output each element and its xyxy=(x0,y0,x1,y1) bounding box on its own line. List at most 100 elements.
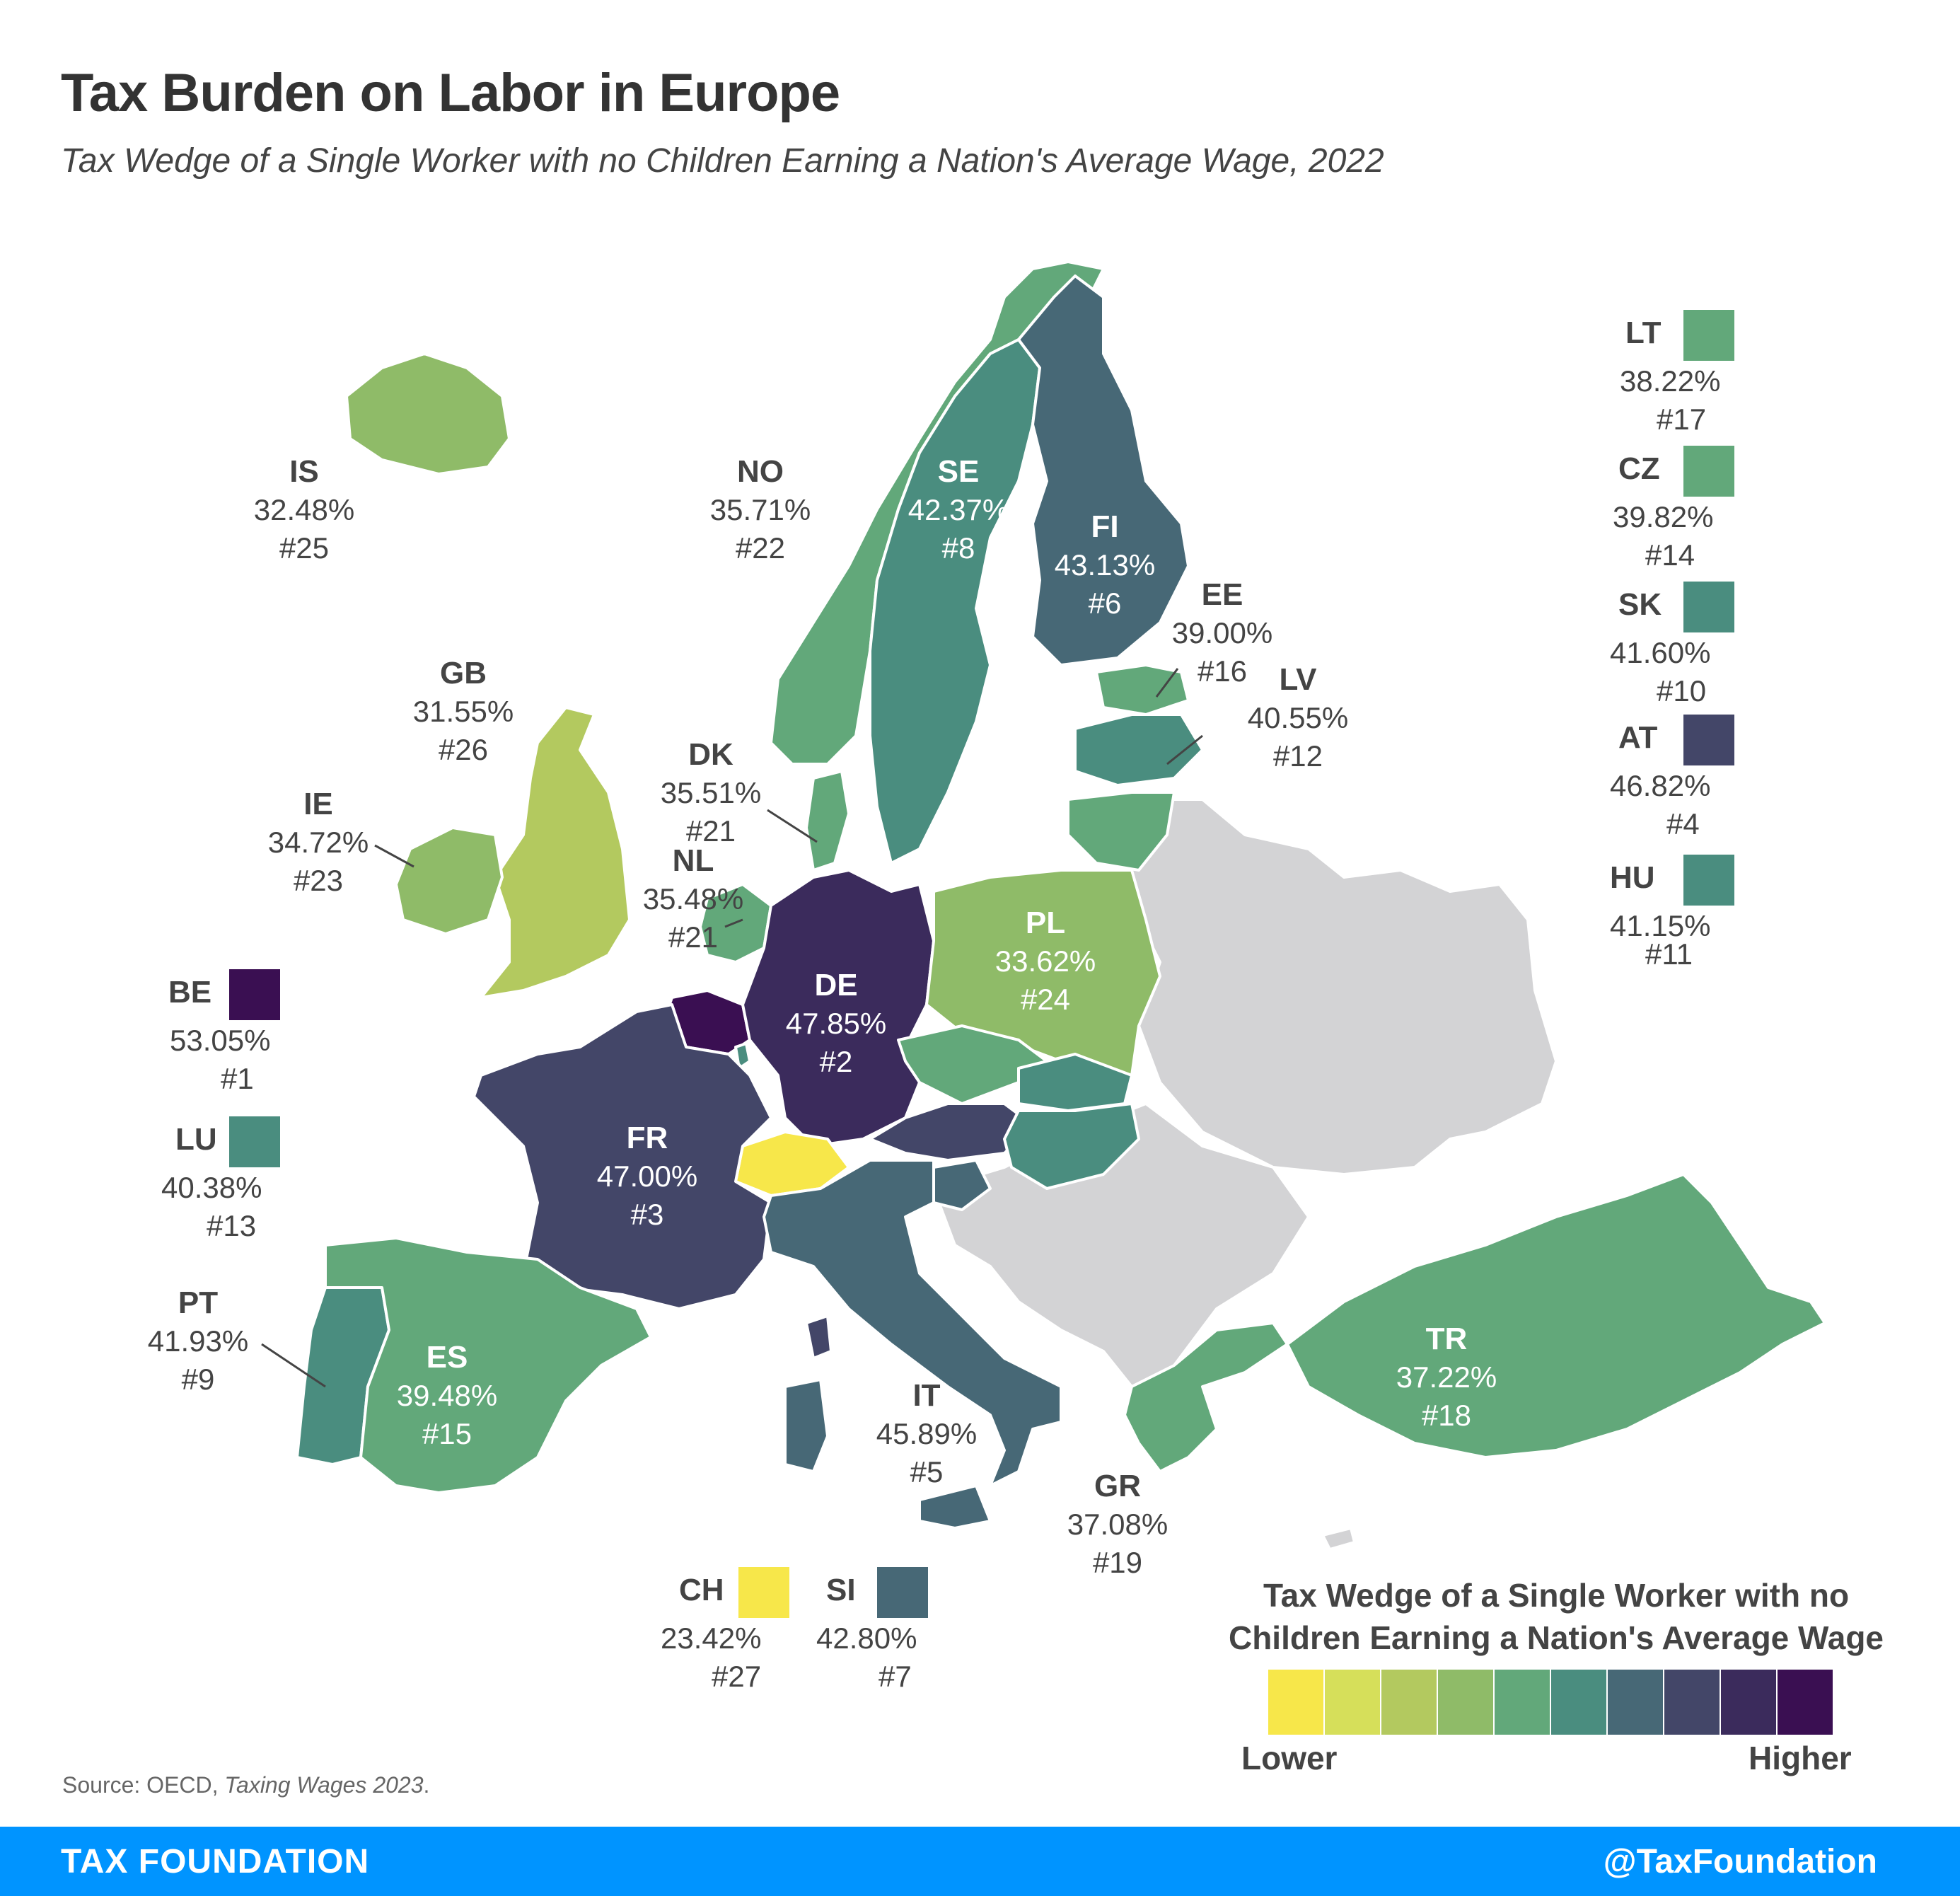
swatch-label-be: BE 53.05% #1 xyxy=(141,969,297,1098)
swatch-label-hu: HU 41.15% #11 xyxy=(1606,855,1747,973)
country-shape-es xyxy=(324,1237,652,1494)
country-rank: #21 xyxy=(685,814,736,848)
country-shape-at xyxy=(869,1102,1034,1162)
country-rank: #11 xyxy=(1645,937,1693,971)
country-code: EE xyxy=(1201,577,1243,612)
country-code: IT xyxy=(912,1378,941,1413)
country-code: ES xyxy=(426,1340,468,1375)
country-rank: #9 xyxy=(181,1363,215,1396)
leader-line-ie xyxy=(374,844,414,868)
swatch-label-at: AT 46.82% #4 xyxy=(1606,715,1747,843)
country-value: 35.51% xyxy=(660,776,762,809)
country-code: SK xyxy=(1618,587,1662,622)
country-code: PL xyxy=(1025,906,1066,940)
country-shape-lv xyxy=(1074,713,1204,787)
swatch-label-cz: CZ 39.82% #14 xyxy=(1606,446,1747,574)
country-code: AT xyxy=(1618,720,1658,755)
swatch-row: SI xyxy=(813,1567,969,1619)
country-label-ee: EE 39.00% #16 xyxy=(1152,576,1293,690)
country-shape-fi xyxy=(1017,274,1190,666)
footer-bar: TAX FOUNDATION @TaxFoundation xyxy=(0,1827,1960,1896)
country-value: 42.80% xyxy=(816,1622,917,1655)
country-shape-fr-corsica xyxy=(805,1314,833,1360)
country-rank: #8 xyxy=(941,531,975,565)
scale-swatch-7 xyxy=(1608,1670,1663,1735)
country-shape-lt xyxy=(1067,791,1176,872)
color-swatch xyxy=(738,1567,789,1618)
country-code: PT xyxy=(178,1285,219,1320)
country-code: SI xyxy=(826,1573,856,1607)
country-shape-it xyxy=(762,1159,1062,1487)
country-label-de: DE 47.85% #2 xyxy=(765,966,907,1081)
country-value: 41.15% xyxy=(1610,909,1711,942)
scale-swatch-10 xyxy=(1778,1670,1833,1735)
swatch-row: LT xyxy=(1606,310,1747,362)
country-value: 32.48% xyxy=(253,493,355,526)
country-value: 39.48% xyxy=(396,1379,498,1412)
scale-swatch-9 xyxy=(1721,1670,1776,1735)
country-rank: #14 xyxy=(1645,538,1695,572)
swatch-label-lu: LU 40.38% #13 xyxy=(141,1116,297,1245)
source-suffix: . xyxy=(423,1772,430,1798)
country-value: 40.55% xyxy=(1247,701,1349,734)
country-label-pl: PL 33.62% #24 xyxy=(975,904,1116,1019)
color-swatch xyxy=(1683,715,1734,765)
country-rank: #19 xyxy=(1092,1546,1143,1579)
scale-title-line2: Children Earning a Nation's Average Wage xyxy=(1228,1619,1884,1656)
country-code: IS xyxy=(289,454,319,489)
scale-low-label: Lower xyxy=(1241,1740,1338,1776)
country-code: LT xyxy=(1625,316,1662,350)
scale-swatch-2 xyxy=(1325,1670,1380,1735)
swatch-row: CH xyxy=(651,1567,806,1619)
country-code: FI xyxy=(1091,509,1119,544)
scale-swatch-4 xyxy=(1438,1670,1493,1735)
country-value: 46.82% xyxy=(1610,769,1711,802)
country-code: IE xyxy=(303,787,333,821)
country-value: 35.48% xyxy=(642,882,744,915)
country-label-es: ES 39.48% #15 xyxy=(376,1339,518,1453)
country-label-fr: FR 47.00% #3 xyxy=(576,1119,718,1234)
country-rank: #3 xyxy=(630,1198,664,1231)
color-swatch xyxy=(1683,582,1734,632)
leader-line-dk xyxy=(767,809,818,843)
leader-line-nl xyxy=(724,918,743,928)
country-code: DE xyxy=(814,968,858,1002)
scale-legend-title: Tax Wedge of a Single Worker with no Chi… xyxy=(1202,1574,1910,1659)
country-shape-lu xyxy=(734,1042,751,1070)
country-value: 38.22% xyxy=(1620,364,1721,398)
country-shape-tr xyxy=(1286,1173,1826,1459)
country-shape-no xyxy=(770,260,1105,765)
country-value: 47.00% xyxy=(596,1160,698,1193)
color-swatch xyxy=(229,1116,280,1167)
leader-line-ee xyxy=(1155,668,1179,698)
swatch-row: SK xyxy=(1606,582,1747,634)
country-value: 47.85% xyxy=(785,1007,887,1040)
country-value: 31.55% xyxy=(412,695,514,728)
country-shape-cyprus xyxy=(1321,1527,1356,1551)
leader-line-pt xyxy=(261,1343,326,1388)
country-label-nl: NL 35.48% #21 xyxy=(622,842,764,956)
country-value: 43.13% xyxy=(1054,548,1156,582)
country-label-fi: FI 43.13% #6 xyxy=(1034,508,1176,623)
scale-swatch-1 xyxy=(1268,1670,1323,1735)
country-rank: #15 xyxy=(422,1417,472,1450)
swatch-label-si: SI 42.80% #7 xyxy=(813,1567,969,1696)
color-swatch xyxy=(1683,855,1734,906)
country-label-it: IT 45.89% #5 xyxy=(856,1377,997,1491)
country-code: TR xyxy=(1425,1322,1468,1356)
country-shape-it-sardinia xyxy=(784,1378,829,1473)
country-code: HU xyxy=(1610,860,1655,895)
swatch-label-ch: CH 23.42% #27 xyxy=(651,1567,806,1696)
scale-swatch-5 xyxy=(1495,1670,1550,1735)
country-code: FR xyxy=(626,1121,668,1155)
country-code: LV xyxy=(1279,662,1317,697)
scale-swatch-3 xyxy=(1381,1670,1437,1735)
country-value: 39.00% xyxy=(1171,616,1273,649)
country-shape-is xyxy=(345,352,511,475)
source-publication: Taxing Wages 2023 xyxy=(224,1772,424,1798)
country-shape-dk xyxy=(805,770,850,872)
country-rank: #27 xyxy=(712,1660,762,1693)
country-rank: #10 xyxy=(1657,674,1707,707)
country-shape-it-sicily xyxy=(918,1484,992,1530)
country-rank: #21 xyxy=(668,920,719,954)
